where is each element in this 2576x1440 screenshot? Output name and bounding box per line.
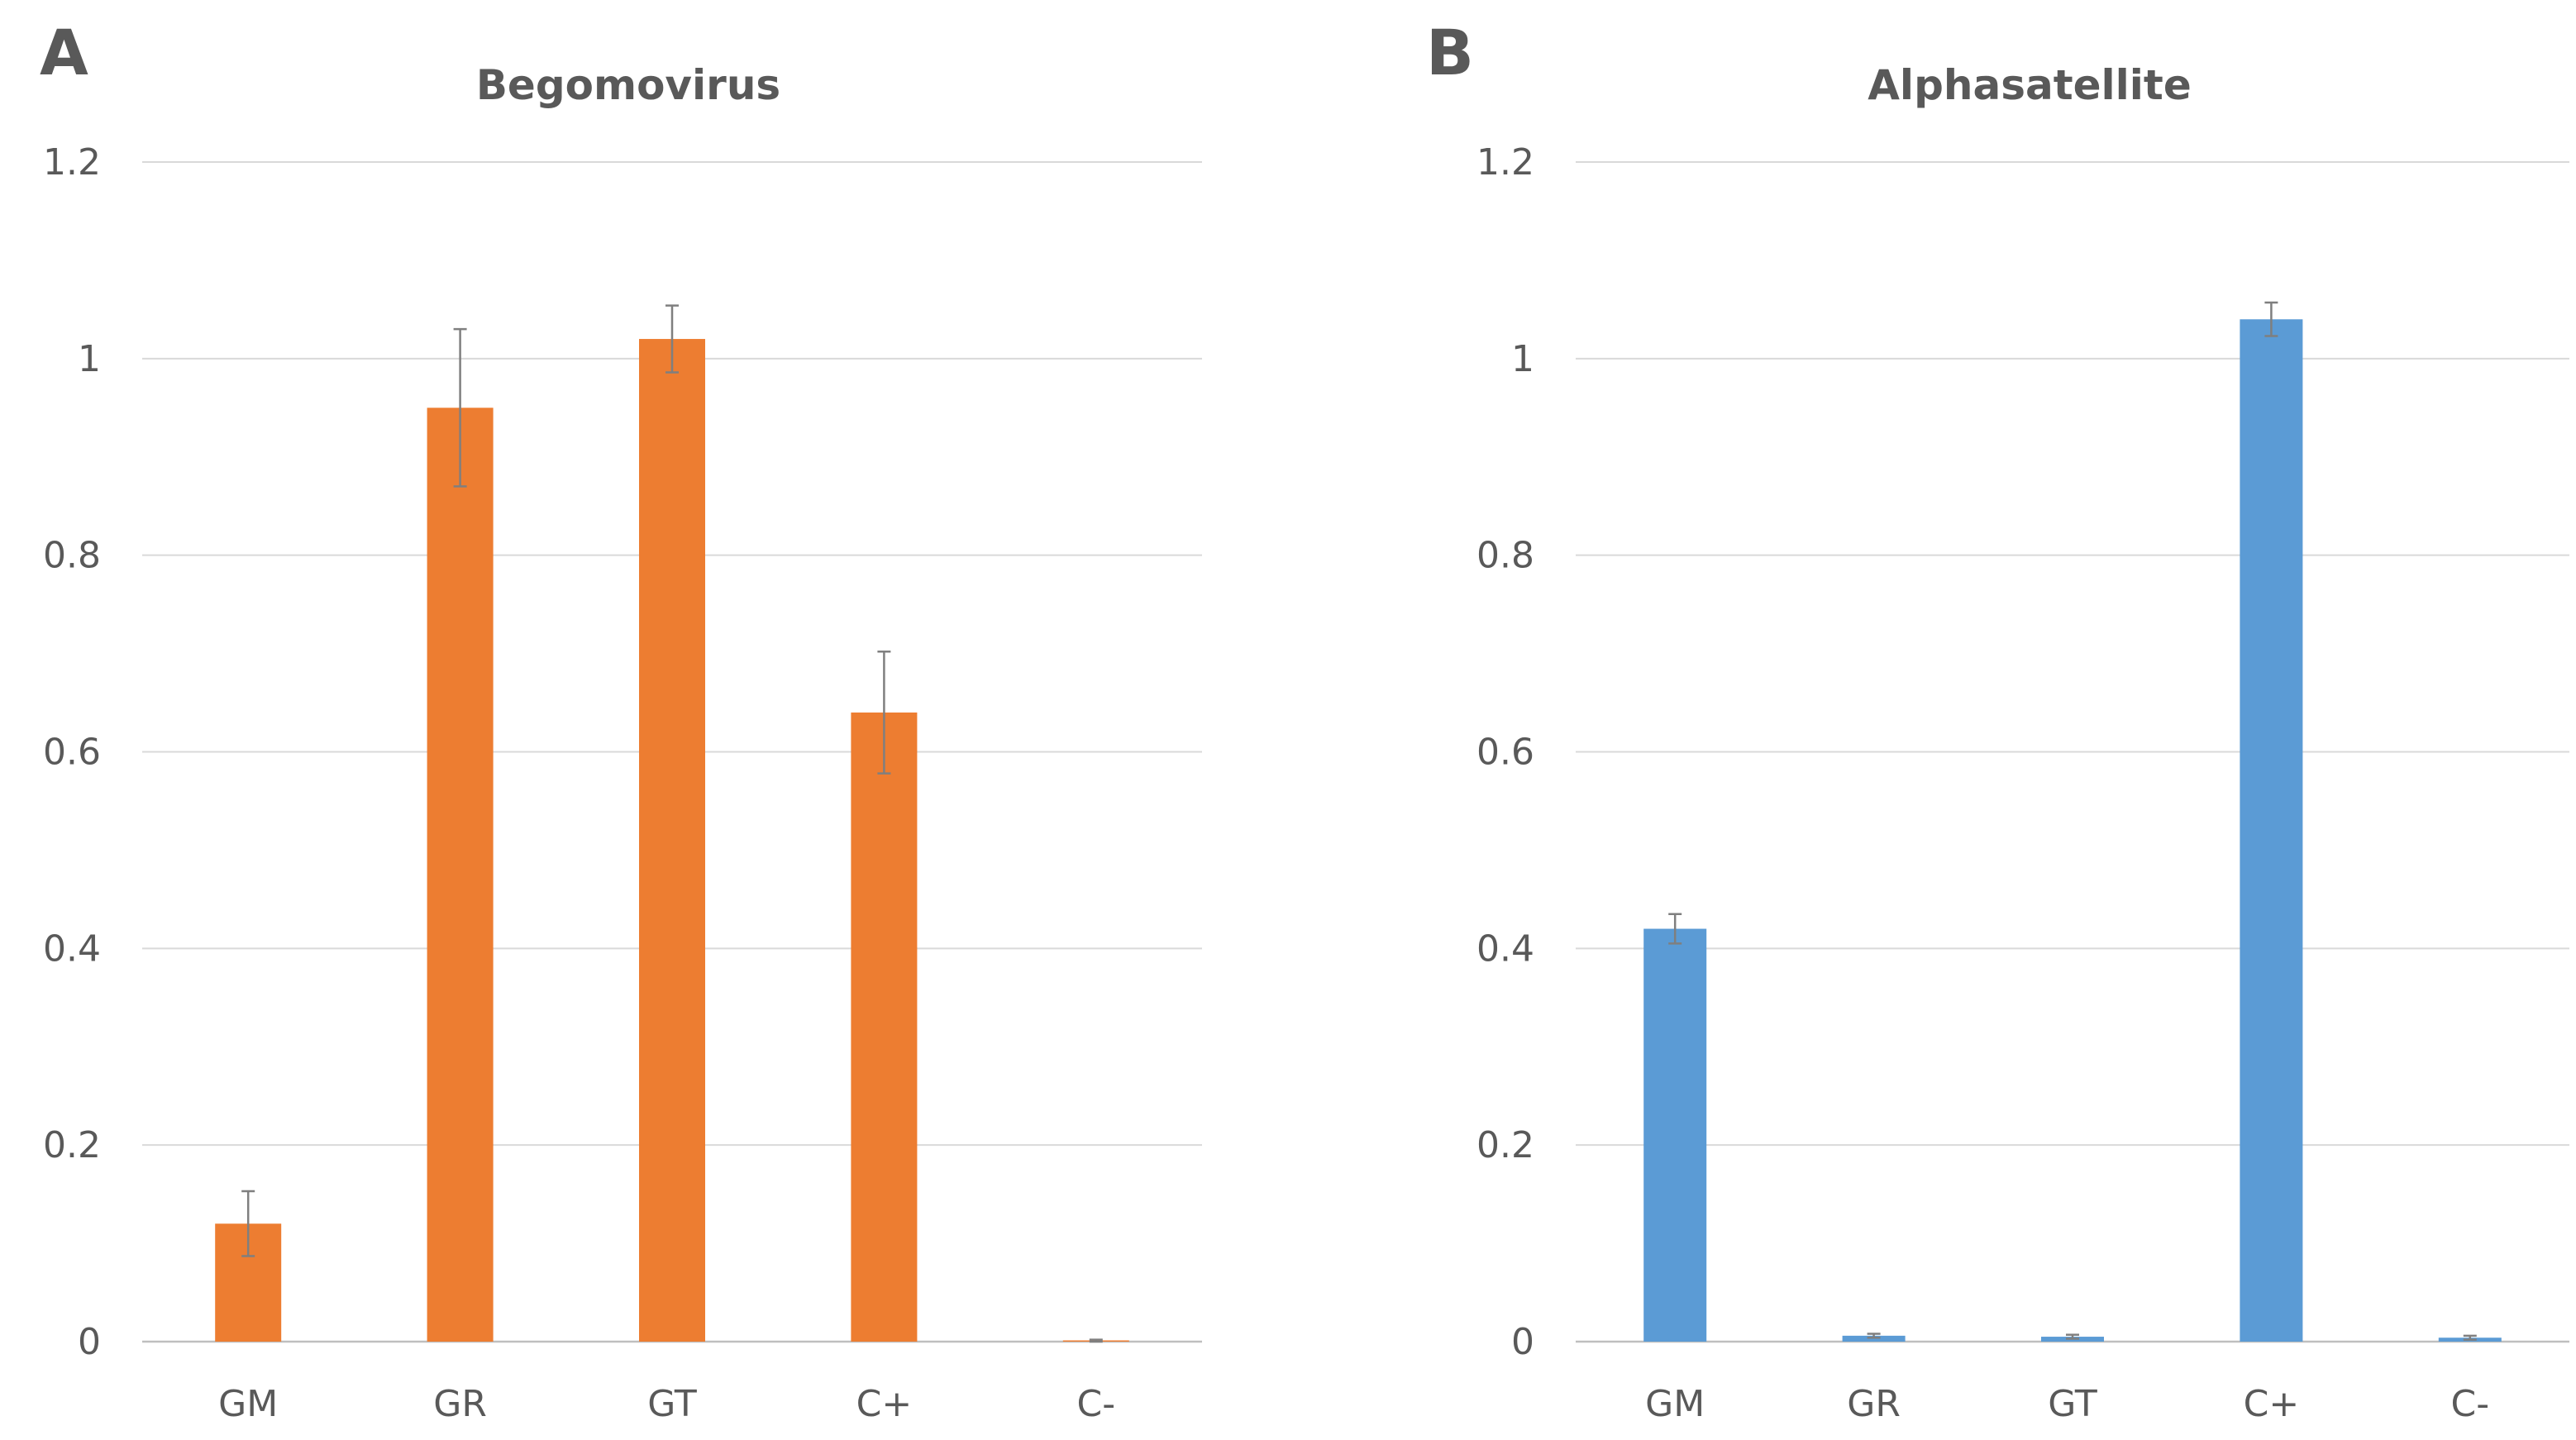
y-tick-label: 0.8 <box>1476 535 1534 577</box>
error-bar-gm-b <box>1668 913 1682 945</box>
x-tick-label-cminus: C- <box>1076 1383 1115 1425</box>
error-bar-cplus-a <box>877 650 891 775</box>
x-tick-label-gm: GM <box>1645 1383 1705 1425</box>
x-tick-label-cplus: C+ <box>856 1383 913 1425</box>
y-tick-label: 1.2 <box>1476 141 1534 184</box>
bar-cplus-a <box>851 712 918 1342</box>
x-tick-label-cminus: C- <box>2450 1383 2489 1425</box>
bars-a <box>215 339 1129 1342</box>
chart-title-a: Begomovirus <box>476 61 780 109</box>
x-tick-labels-b: GM GR GT C+ C- <box>1645 1383 2489 1425</box>
bar-gt-a <box>639 339 705 1342</box>
error-bar-cminus-b <box>2463 1334 2477 1341</box>
error-bar-gt-a <box>665 304 679 374</box>
error-bar-cminus-a <box>1089 1338 1103 1343</box>
error-bars-a <box>241 304 1103 1343</box>
y-tick-label: 0 <box>78 1321 101 1363</box>
chart-panel-b: B Alphasatellite 00.20.40.60.811.2 GM GR G… <box>1426 16 2569 1425</box>
gridlines-b <box>1576 161 2569 1343</box>
error-bar-cplus-b <box>2264 301 2278 337</box>
y-tick-labels-b: 0 0.2 0.4 0.6 0.8 1 1.2 <box>1476 141 1534 1363</box>
panel-letter-b: B <box>1426 16 1474 89</box>
chart-title-b: Alphasatellite <box>1868 61 2192 109</box>
bars-b <box>1643 319 2502 1342</box>
x-tick-label-gm: GM <box>218 1383 278 1425</box>
x-tick-labels-a: GM GR GT C+ C- <box>218 1383 1115 1425</box>
y-tick-label: 0.4 <box>1476 927 1534 970</box>
bar-gm-b <box>1643 928 1707 1342</box>
bar-cplus-b <box>2240 319 2303 1342</box>
y-tick-label: 0.6 <box>43 732 101 774</box>
error-bar-gm-a <box>241 1190 255 1257</box>
y-tick-label: 1 <box>1511 338 1534 380</box>
y-tick-label: 0 <box>1511 1321 1534 1363</box>
y-tick-labels-a: 0 0.2 0.4 0.6 0.8 1 1.2 <box>43 141 101 1363</box>
y-tick-label: 0.6 <box>1476 732 1534 774</box>
error-bar-gr-a <box>453 327 467 488</box>
chart-panel-a: A Begomovirus 0 0.2 0.4 0.6 0.8 1 1.2 GM GR GT C+… <box>40 16 1202 1425</box>
error-bar-gt-b <box>2066 1333 2079 1340</box>
y-tick-label: 0.4 <box>43 927 101 970</box>
x-tick-label-gt: GT <box>2048 1383 2097 1425</box>
x-tick-label-gr: GR <box>1847 1383 1901 1425</box>
y-tick-label: 0.8 <box>43 535 101 577</box>
error-bars-b <box>1668 301 2477 1341</box>
x-tick-label-cplus: C+ <box>2244 1383 2300 1425</box>
bar-gr-a <box>427 408 494 1342</box>
x-tick-label-gr: GR <box>433 1383 487 1425</box>
y-tick-label: 1.2 <box>43 141 101 184</box>
y-tick-label: 0.2 <box>1476 1124 1534 1166</box>
y-tick-label: 1 <box>78 338 101 380</box>
x-tick-label-gt: GT <box>647 1383 697 1425</box>
error-bar-gr-b <box>1867 1333 1881 1339</box>
y-tick-label: 0.2 <box>43 1124 101 1166</box>
panel-letter-a: A <box>40 16 88 89</box>
